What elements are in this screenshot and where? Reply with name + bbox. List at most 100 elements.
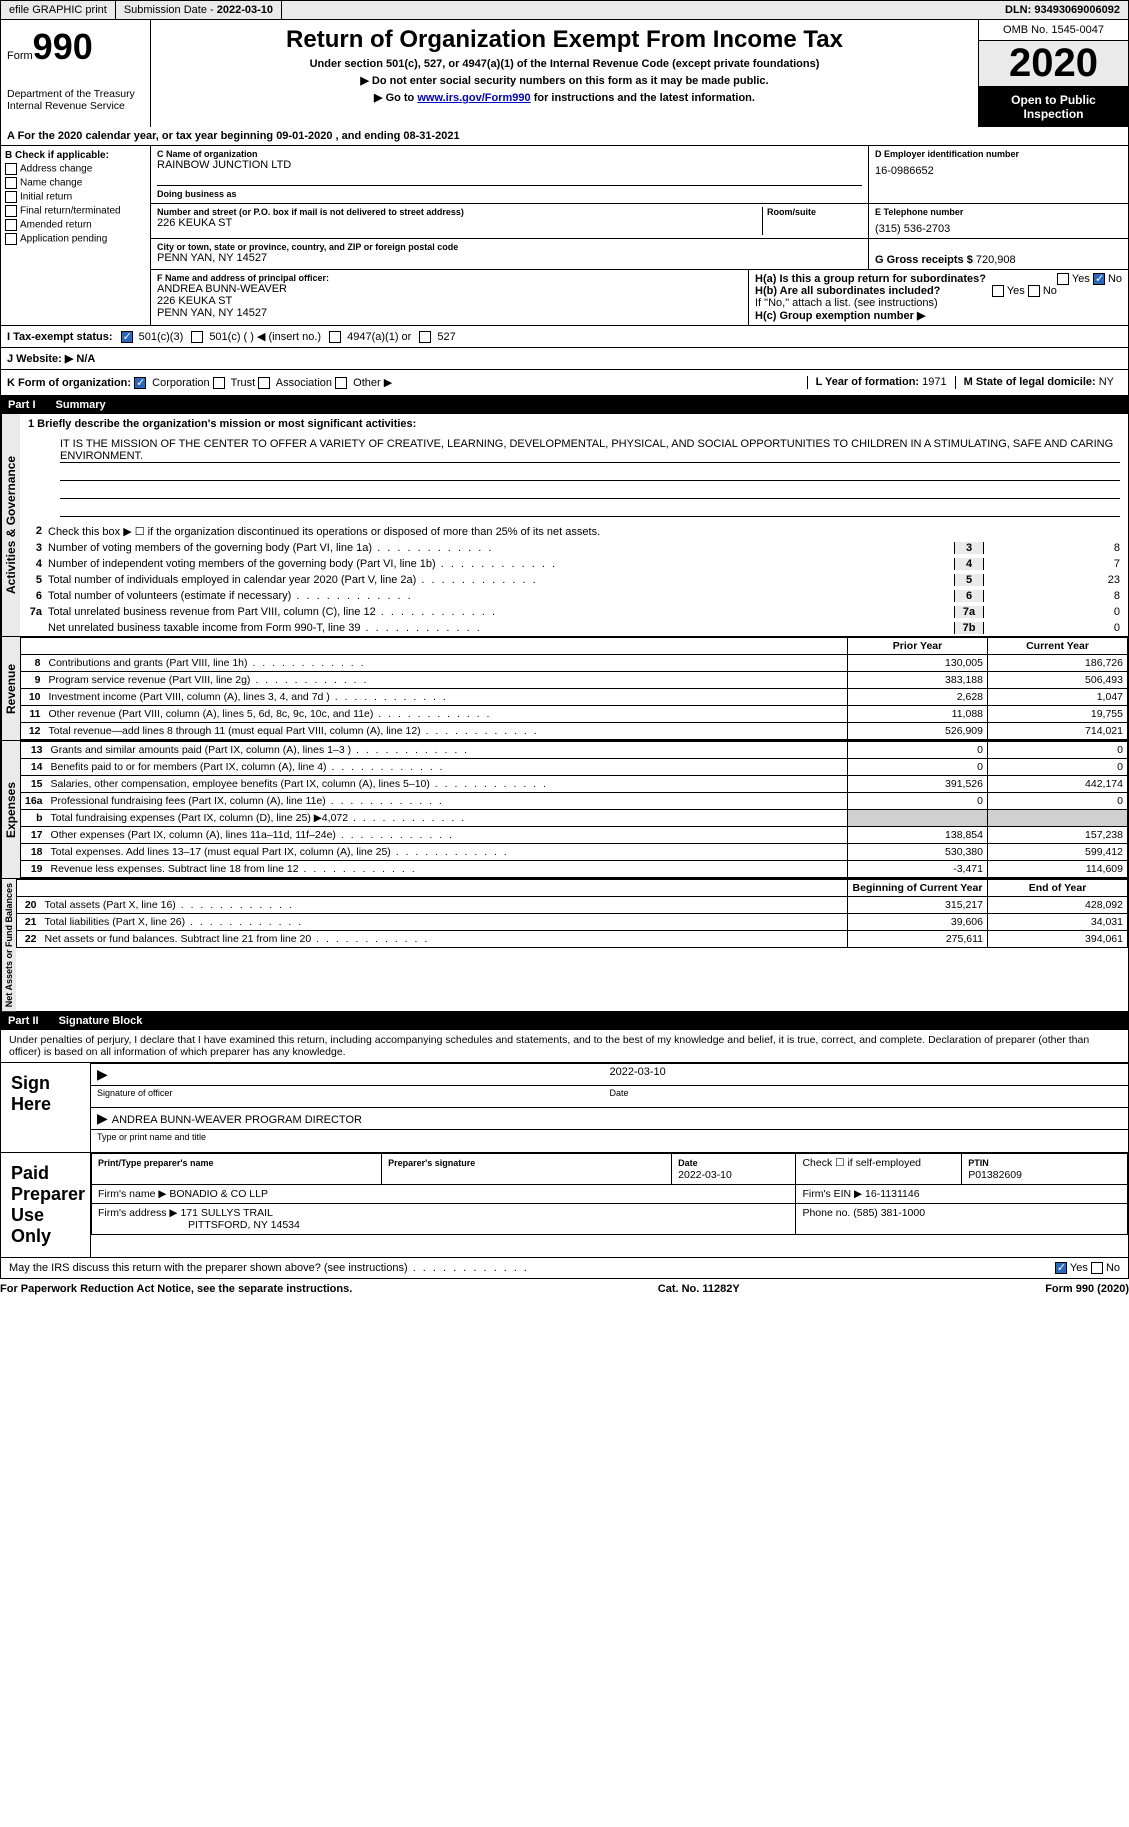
- expense-row: 17Other expenses (Part IX, column (A), l…: [21, 827, 1128, 844]
- cb-final-return[interactable]: Final return/terminated: [5, 205, 146, 217]
- submission-cell: Submission Date - 2022-03-10: [116, 1, 282, 19]
- ein: 16-0986652: [875, 165, 1122, 177]
- top-bar: efile GRAPHIC print Submission Date - 20…: [0, 0, 1129, 20]
- firm-addr2: PITTSFORD, NY 14534: [98, 1219, 300, 1231]
- gov-line: 5Total number of individuals employed in…: [20, 572, 1128, 588]
- revenue-row: 11Other revenue (Part VIII, column (A), …: [21, 706, 1128, 723]
- vert-revenue: Revenue: [1, 637, 20, 740]
- expenses-table: 13Grants and similar amounts paid (Part …: [20, 741, 1128, 878]
- form-note1: ▶ Do not enter social security numbers o…: [157, 74, 972, 87]
- cb-initial-return[interactable]: Initial return: [5, 191, 146, 203]
- expense-row: 16aProfessional fundraising fees (Part I…: [21, 793, 1128, 810]
- officer-name: ANDREA BUNN-WEAVER: [157, 283, 742, 295]
- dln-value: 93493069006092: [1034, 4, 1120, 16]
- preparer-table: Print/Type preparer's name Preparer's si…: [91, 1153, 1128, 1235]
- gov-line: 6Total number of volunteers (estimate if…: [20, 588, 1128, 604]
- balance-row: 22Net assets or fund balances. Subtract …: [17, 931, 1128, 948]
- street-address: 226 KEUKA ST: [157, 217, 762, 229]
- cb-name-change[interactable]: Name change: [5, 177, 146, 189]
- cb-501c3: [121, 331, 133, 343]
- cb-address-change[interactable]: Address change: [5, 163, 146, 175]
- expense-row: 19Revenue less expenses. Subtract line 1…: [21, 861, 1128, 878]
- declaration-text: Under penalties of perjury, I declare th…: [1, 1030, 1128, 1062]
- dept-treasury: Department of the Treasury: [7, 88, 135, 100]
- gov-line: 3Number of voting members of the governi…: [20, 540, 1128, 556]
- cb-pending[interactable]: Application pending: [5, 233, 146, 245]
- gov-line: 4Number of independent voting members of…: [20, 556, 1128, 572]
- dln-cell: DLN: 93493069006092: [997, 1, 1128, 19]
- form-number: 990: [33, 26, 93, 67]
- website-value: N/A: [76, 353, 95, 365]
- discuss-yes-checked: [1055, 1262, 1067, 1274]
- row-k-org-form: K Form of organization: Corporation Trus…: [0, 370, 1129, 396]
- row-j-website: J Website: ▶ N/A: [0, 348, 1129, 370]
- mission-text: IT IS THE MISSION OF THE CENTER TO OFFER…: [60, 438, 1120, 463]
- sign-here-label: Sign Here: [1, 1063, 91, 1152]
- irs-link[interactable]: www.irs.gov/Form990: [417, 92, 530, 104]
- open-to-public: Open to Public Inspection: [979, 87, 1128, 127]
- officer-addr1: 226 KEUKA ST: [157, 295, 742, 307]
- form-ref: Form 990 (2020): [1045, 1283, 1129, 1295]
- officer-addr2: PENN YAN, NY 14527: [157, 307, 742, 319]
- discuss-question: May the IRS discuss this return with the…: [9, 1262, 1055, 1274]
- sig-date: 2022-03-10: [610, 1066, 1123, 1083]
- main-info-block: B Check if applicable: Address change Na…: [0, 146, 1129, 326]
- form-subtitle: Under section 501(c), 527, or 4947(a)(1)…: [157, 58, 972, 70]
- page-footer: For Paperwork Reduction Act Notice, see …: [0, 1279, 1129, 1299]
- row-i-tax-status: I Tax-exempt status: 501(c)(3) 501(c) ( …: [0, 326, 1129, 348]
- revenue-row: 12Total revenue—add lines 8 through 11 (…: [21, 723, 1128, 740]
- column-cd: C Name of organization RAINBOW JUNCTION …: [151, 146, 1128, 325]
- ptin-value: P01382609: [968, 1169, 1022, 1181]
- tax-year: 2020: [979, 41, 1128, 87]
- balance-row: 20Total assets (Part X, line 16)315,2174…: [17, 897, 1128, 914]
- expense-row: 14Benefits paid to or for members (Part …: [21, 759, 1128, 776]
- header-right: OMB No. 1545-0047 2020 Open to Public In…: [978, 20, 1128, 127]
- expense-row: 15Salaries, other compensation, employee…: [21, 776, 1128, 793]
- cb-corporation: [134, 377, 146, 389]
- firm-ein: 16-1131146: [865, 1188, 920, 1200]
- part1-summary: Activities & Governance 1 Briefly descri…: [0, 414, 1129, 1012]
- year-formation: 1971: [922, 376, 946, 388]
- gov-line: 7aTotal unrelated business revenue from …: [20, 604, 1128, 620]
- expense-row: bTotal fundraising expenses (Part IX, co…: [21, 810, 1128, 827]
- expense-row: 18Total expenses. Add lines 13–17 (must …: [21, 844, 1128, 861]
- form-title: Return of Organization Exempt From Incom…: [157, 26, 972, 54]
- hc-label: H(c) Group exemption number ▶: [755, 310, 925, 322]
- omb-number: OMB No. 1545-0047: [979, 20, 1128, 41]
- city-state-zip: PENN YAN, NY 14527: [157, 252, 862, 264]
- catalog-number: Cat. No. 11282Y: [658, 1283, 740, 1295]
- revenue-row: 9Program service revenue (Part VIII, lin…: [21, 672, 1128, 689]
- vert-balances: Net Assets or Fund Balances: [1, 879, 16, 1011]
- column-b: B Check if applicable: Address change Na…: [1, 146, 151, 325]
- revenue-row: 8Contributions and grants (Part VIII, li…: [21, 655, 1128, 672]
- dept-irs: Internal Revenue Service: [7, 100, 125, 112]
- prep-date: 2022-03-10: [678, 1169, 732, 1181]
- paid-preparer-label: Paid Preparer Use Only: [1, 1153, 91, 1257]
- balances-table: Beginning of Current YearEnd of Year20To…: [16, 879, 1128, 948]
- signature-block: Under penalties of perjury, I declare th…: [0, 1030, 1129, 1279]
- efile-label: efile GRAPHIC print: [1, 1, 116, 19]
- expense-row: 13Grants and similar amounts paid (Part …: [21, 742, 1128, 759]
- form-note2: ▶ Go to www.irs.gov/Form990 for instruct…: [157, 91, 972, 104]
- revenue-table: Prior YearCurrent Year8Contributions and…: [20, 637, 1128, 740]
- officer-sig-name: ANDREA BUNN-WEAVER PROGRAM DIRECTOR: [112, 1114, 362, 1126]
- gross-receipts: 720,908: [976, 254, 1016, 266]
- header-center: Return of Organization Exempt From Incom…: [151, 20, 978, 127]
- firm-addr1: 171 SULLYS TRAIL: [180, 1207, 272, 1219]
- revenue-row: 10Investment income (Part VIII, column (…: [21, 689, 1128, 706]
- section-a-period: A For the 2020 calendar year, or tax yea…: [0, 127, 1129, 146]
- vert-governance: Activities & Governance: [1, 414, 20, 636]
- submission-date: 2022-03-10: [217, 4, 273, 16]
- balance-row: 21Total liabilities (Part X, line 26)39,…: [17, 914, 1128, 931]
- part2-header: Part II Signature Block: [0, 1012, 1129, 1030]
- firm-name: BONADIO & CO LLP: [169, 1188, 268, 1200]
- pra-notice: For Paperwork Reduction Act Notice, see …: [0, 1283, 352, 1295]
- ha-no-checked: [1093, 273, 1105, 285]
- form-header: Form990 Department of the Treasury Inter…: [0, 20, 1129, 127]
- cb-amended[interactable]: Amended return: [5, 219, 146, 231]
- vert-expenses: Expenses: [1, 741, 20, 878]
- org-name: RAINBOW JUNCTION LTD: [157, 159, 862, 171]
- gov-line: Net unrelated business taxable income fr…: [20, 620, 1128, 636]
- part1-header: Part I Summary: [0, 396, 1129, 414]
- header-left: Form990 Department of the Treasury Inter…: [1, 20, 151, 127]
